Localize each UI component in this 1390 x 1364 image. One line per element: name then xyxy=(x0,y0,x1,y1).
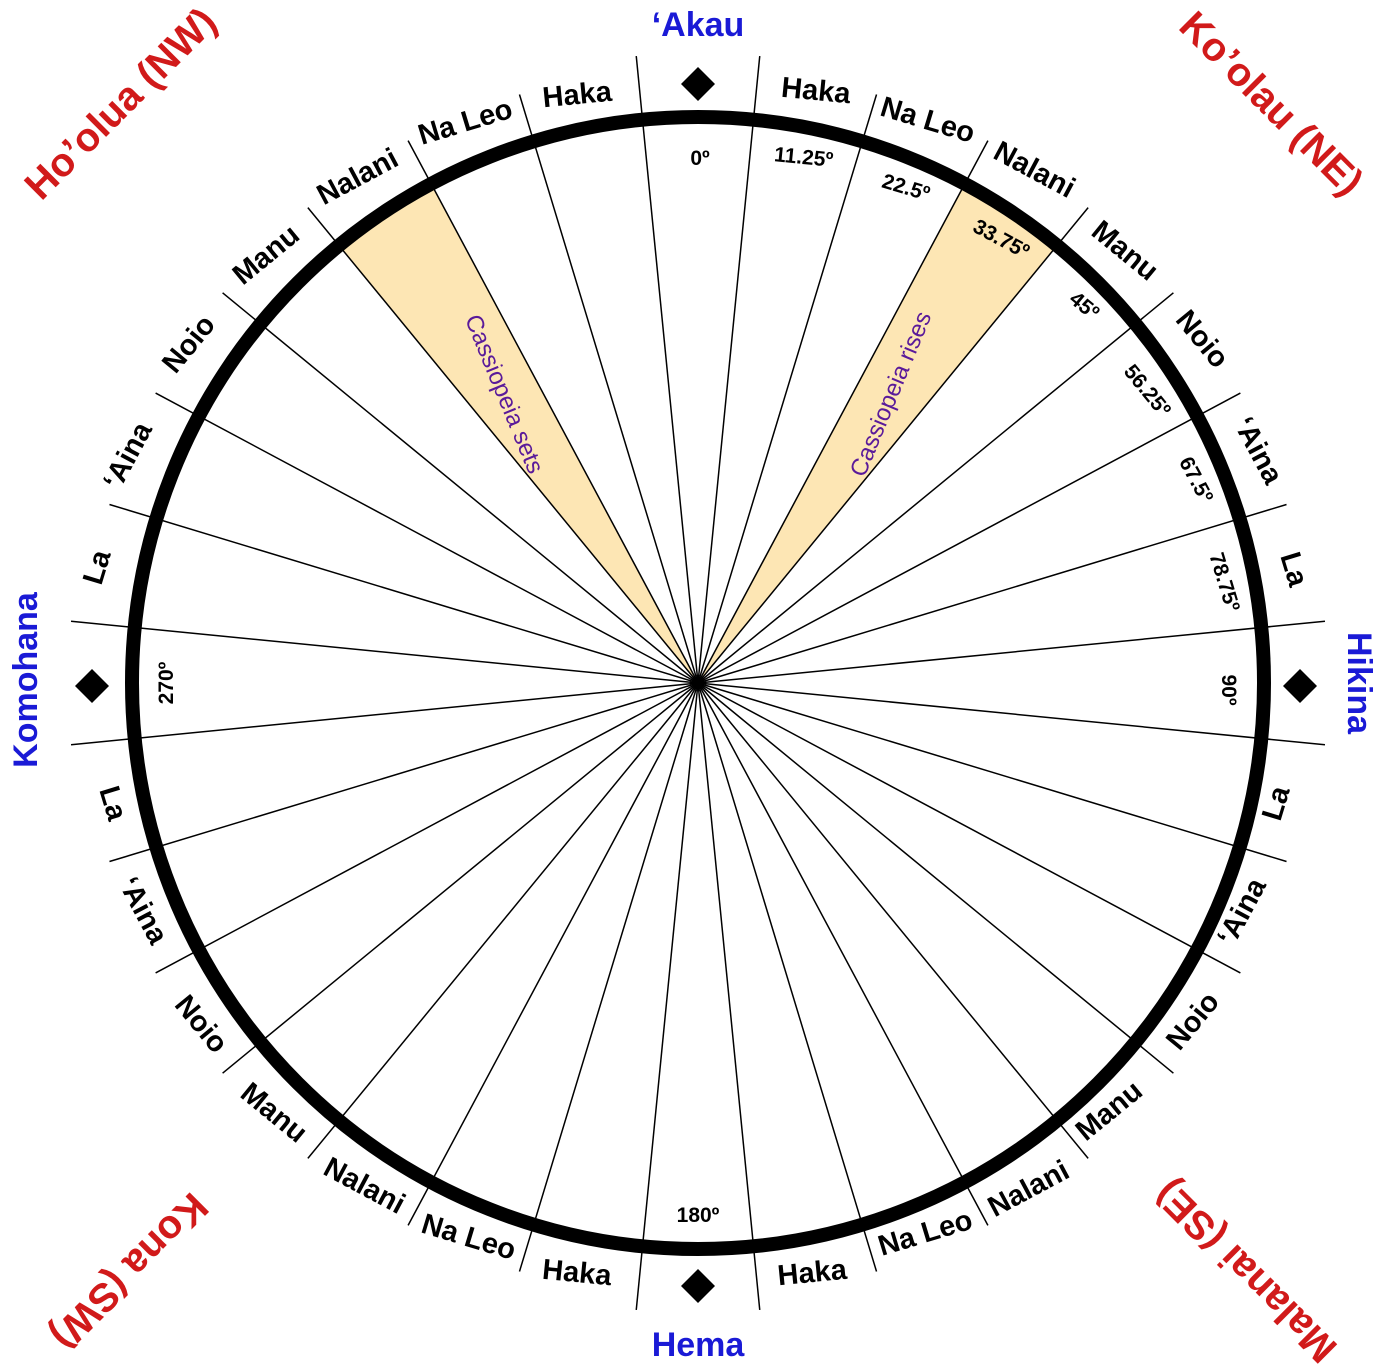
division-line xyxy=(697,140,989,684)
house-label-la-ne: La xyxy=(1273,549,1314,592)
division-line xyxy=(109,503,699,684)
degree-label-0: 0º xyxy=(690,147,710,170)
division-line xyxy=(307,682,699,1159)
diamond-marker-west xyxy=(75,669,109,703)
division-line xyxy=(407,682,699,1226)
division-line xyxy=(635,682,699,1311)
house-label-noio-nw: Noio xyxy=(156,309,222,379)
division-line xyxy=(222,682,699,1074)
division-line xyxy=(697,682,1326,746)
division-line xyxy=(697,55,761,684)
house-label-haka-se: Haka xyxy=(776,1254,849,1293)
degree-label-67-5: 67.5º xyxy=(1174,453,1217,507)
division-line xyxy=(635,55,699,684)
highlight-wedge-rises xyxy=(698,183,1058,683)
compass-ring xyxy=(125,110,1271,1256)
house-label-aina-ne: ‘Aina xyxy=(1227,412,1289,490)
division-line xyxy=(222,292,699,684)
cardinal-markers xyxy=(75,67,1317,1303)
diamond-marker-south xyxy=(681,1269,715,1303)
division-line xyxy=(407,140,699,684)
degree-label-78-75: 78.75º xyxy=(1204,550,1244,615)
house-label-naleo-nw: Na Leo xyxy=(414,93,516,152)
house-label-la-se: La xyxy=(1256,782,1297,825)
division-line xyxy=(697,682,1241,974)
division-line xyxy=(109,682,699,863)
degree-label-22-5: 22.5º xyxy=(879,170,932,206)
division-line xyxy=(697,207,1089,684)
division-lines xyxy=(70,55,1326,1311)
division-line xyxy=(697,392,1241,684)
quadrant-label-nw: Ho’olua (NW) xyxy=(16,0,225,208)
division-line xyxy=(70,682,699,746)
house-label-la-nw: La xyxy=(77,546,118,589)
degree-label-180: 180º xyxy=(677,1204,720,1227)
degree-label-45: 45º xyxy=(1065,287,1104,325)
division-line xyxy=(697,682,989,1226)
division-line xyxy=(697,682,1174,1074)
house-label-manu-se: Manu xyxy=(1070,1075,1149,1148)
house-label-haka-sw: Haka xyxy=(541,1254,614,1293)
house-label-haka-ne: Haka xyxy=(780,72,853,111)
division-line xyxy=(155,392,699,684)
house-label-la-sw: La xyxy=(92,783,133,826)
division-line xyxy=(518,94,699,684)
cardinal-label-south: Hema xyxy=(652,1326,746,1364)
division-line xyxy=(697,682,761,1311)
division-line xyxy=(697,503,1287,684)
highlight-wedges xyxy=(338,183,1058,683)
quadrant-label-sw: Kona (SW) xyxy=(42,1184,216,1358)
division-line xyxy=(70,620,699,684)
degree-label-270: 270º xyxy=(155,661,178,704)
house-label-haka-nw: Haka xyxy=(541,76,614,115)
quadrant-label-se: Malanai (SE) xyxy=(1146,1172,1345,1364)
degree-label-90: 90º xyxy=(1217,674,1240,705)
cardinal-label-north: ‘Akau xyxy=(652,6,745,44)
highlight-wedge-sets xyxy=(338,183,698,683)
division-line xyxy=(697,620,1326,684)
house-label-naleo-ne: Na Leo xyxy=(877,91,979,150)
division-line xyxy=(697,94,878,684)
diamond-marker-east xyxy=(1283,669,1317,703)
division-line xyxy=(155,682,699,974)
diamond-marker-north xyxy=(681,67,715,101)
house-label-aina-nw: ‘Aina xyxy=(97,416,159,494)
house-label-nalani-ne: Nalani xyxy=(988,135,1080,204)
division-line xyxy=(697,682,1287,863)
division-line xyxy=(697,292,1174,684)
division-line xyxy=(697,682,1089,1159)
division-line xyxy=(307,207,699,684)
quadrant-label-ne: Ko’olau (NE) xyxy=(1171,3,1372,204)
division-line xyxy=(518,682,699,1272)
cardinal-label-east: Hikina xyxy=(1340,632,1378,735)
cardinal-label-west: Komohana xyxy=(7,591,45,768)
house-label-noio-ne: Noio xyxy=(1169,304,1235,374)
division-line xyxy=(697,682,878,1272)
degree-label-11-25: 11.25º xyxy=(773,143,834,172)
